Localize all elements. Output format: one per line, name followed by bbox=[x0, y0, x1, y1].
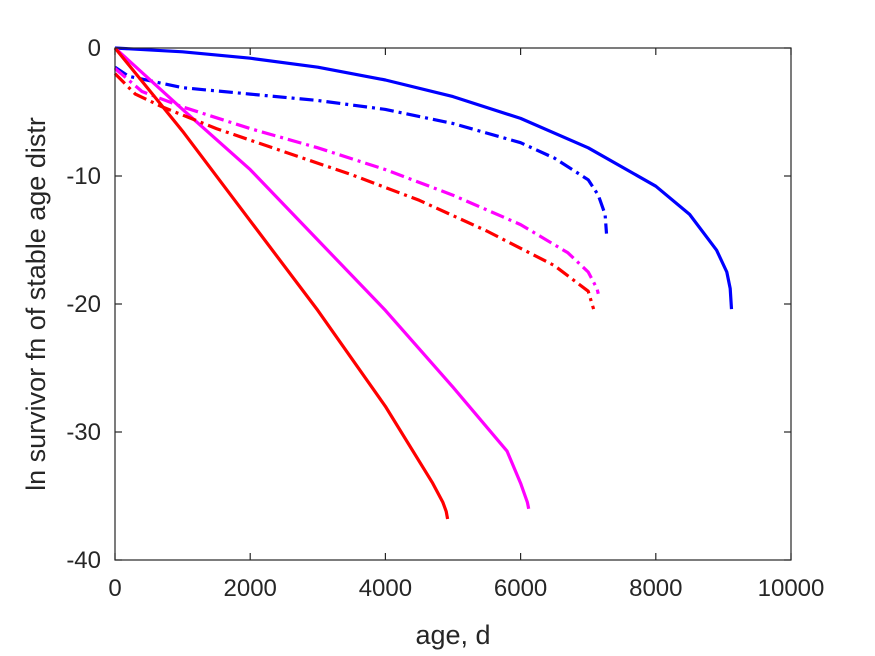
series-line-5 bbox=[113, 46, 450, 520]
y-tick-label: -20 bbox=[66, 291, 101, 318]
x-axis-label: age, d bbox=[415, 620, 490, 650]
y-tick-label: 0 bbox=[88, 35, 101, 62]
series-line-4 bbox=[113, 67, 600, 295]
y-tick-label: -10 bbox=[66, 163, 101, 190]
x-tick-label: 2000 bbox=[224, 575, 277, 602]
data-lines bbox=[113, 46, 734, 520]
series-line-6 bbox=[113, 72, 596, 310]
axis-ticks: 0 2000 4000 6000 8000 10000 0 -10 -20 -30 -40 bbox=[66, 35, 824, 602]
y-tick-label: -30 bbox=[66, 419, 101, 446]
x-tick-label: 10000 bbox=[758, 575, 825, 602]
x-tick-label: 4000 bbox=[359, 575, 412, 602]
series-line-2 bbox=[114, 65, 609, 234]
series-line-3 bbox=[113, 46, 531, 510]
y-axis-label: ln survivor fn of stable age distr bbox=[21, 117, 51, 491]
x-tick-label: 6000 bbox=[494, 575, 547, 602]
x-tick-label: 8000 bbox=[629, 575, 682, 602]
x-tick-label: 0 bbox=[108, 575, 121, 602]
series-line-1 bbox=[114, 46, 734, 310]
y-tick-label: -40 bbox=[66, 547, 101, 574]
